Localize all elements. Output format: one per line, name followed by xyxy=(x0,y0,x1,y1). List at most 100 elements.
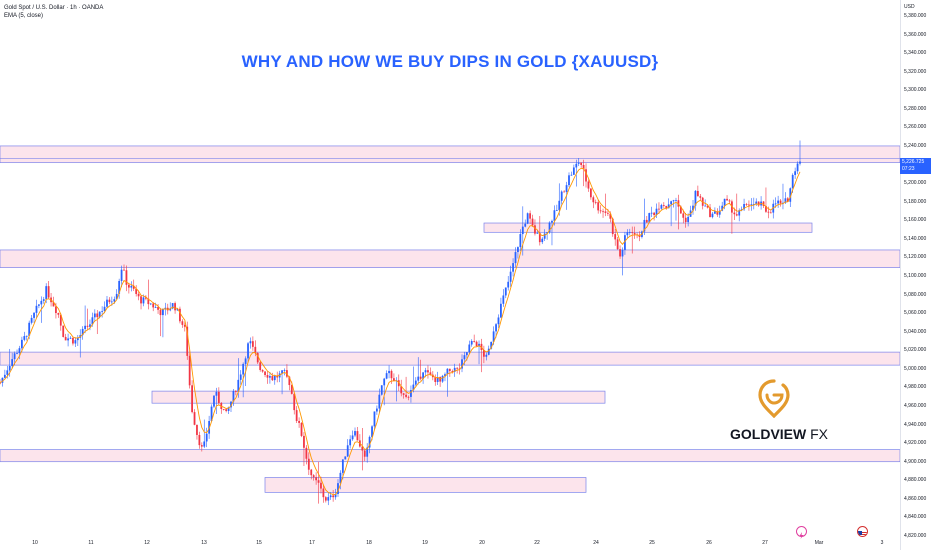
price-tick-label: 5,020.000 xyxy=(904,347,927,354)
candle-body xyxy=(307,458,310,470)
candle-body xyxy=(546,232,549,234)
price-tick-label: 4,920.000 xyxy=(904,440,927,447)
candle-body xyxy=(607,212,609,214)
candle-body xyxy=(611,218,614,235)
candle-body xyxy=(565,185,568,192)
price-tick-label: 4,980.000 xyxy=(904,384,927,391)
time-tick-label: 15 xyxy=(256,540,262,546)
candle-body xyxy=(419,376,422,379)
candle-body xyxy=(589,188,592,198)
candle-body xyxy=(329,495,332,498)
candle-body xyxy=(30,317,33,323)
candle-body xyxy=(448,368,451,372)
candle-body xyxy=(580,162,583,165)
candle-body xyxy=(69,337,72,339)
support-resistance-zones xyxy=(0,145,900,493)
candle-body xyxy=(57,313,60,315)
candle-body xyxy=(755,201,758,205)
candle-body xyxy=(456,367,459,369)
candle-body xyxy=(101,311,104,312)
candle-body xyxy=(45,286,48,300)
candle-body xyxy=(711,213,714,218)
candle-body xyxy=(796,163,799,172)
candle-body xyxy=(594,202,597,204)
candle-body xyxy=(200,445,203,447)
candle-body xyxy=(13,353,16,360)
candle-body xyxy=(468,344,471,353)
candle-body xyxy=(733,212,736,215)
candle-body xyxy=(366,447,369,457)
candle-body xyxy=(113,299,116,302)
candle-body xyxy=(597,202,600,211)
candle-body xyxy=(47,286,50,298)
candle-body xyxy=(234,390,237,392)
candle-body xyxy=(502,295,505,304)
price-axis[interactable]: USD 5,380.000 5,360.000 5,340.000 5,320.000… xyxy=(900,0,932,550)
price-tick-label: 5,280.000 xyxy=(904,105,927,112)
candle-body xyxy=(558,200,561,211)
candle-body xyxy=(524,223,527,227)
candle-body xyxy=(650,212,653,214)
candle-body xyxy=(249,341,252,344)
candle-body xyxy=(159,309,162,316)
candle-body xyxy=(390,370,393,379)
candle-body xyxy=(517,247,519,253)
candle-body xyxy=(157,307,159,310)
candle-body xyxy=(738,210,741,216)
price-tick-label: 5,040.000 xyxy=(904,328,927,335)
price-tick-label: 5,240.000 xyxy=(904,142,927,149)
candle-body xyxy=(144,297,147,299)
candle-body xyxy=(341,459,344,473)
candle-body xyxy=(225,409,228,411)
candle-body xyxy=(728,200,731,202)
candle-body xyxy=(337,483,339,494)
candle-body xyxy=(373,411,376,427)
indicator-legend[interactable]: EMA (5, close) xyxy=(4,13,44,19)
candle-body xyxy=(283,370,286,371)
candle-body xyxy=(52,302,55,307)
candle-body xyxy=(276,375,279,378)
lightning-event-icon[interactable] xyxy=(796,526,807,539)
candle-body xyxy=(64,336,67,341)
candle-body xyxy=(653,212,656,216)
candle-body xyxy=(410,389,412,397)
candle-body xyxy=(643,219,646,232)
candle-body xyxy=(96,313,99,318)
candle-body xyxy=(490,341,493,349)
price-tick-label: 5,100.000 xyxy=(904,272,927,279)
candle-body xyxy=(405,394,407,397)
candle-body xyxy=(451,371,454,372)
candle-body xyxy=(203,441,206,447)
candle-body xyxy=(497,317,500,325)
candle-body xyxy=(137,293,140,297)
symbol-legend[interactable]: Gold Spot / U.S. Dollar · 1h · OANDA xyxy=(4,5,104,11)
candle-body xyxy=(762,201,765,206)
candle-body xyxy=(266,375,269,378)
candle-body xyxy=(35,305,38,313)
candle-body xyxy=(152,303,155,308)
candle-body xyxy=(363,450,366,457)
candle-body xyxy=(20,339,23,349)
candle-body xyxy=(696,190,699,197)
candle-body xyxy=(400,386,403,394)
us-flag-event-icon[interactable] xyxy=(857,526,868,537)
candle-body xyxy=(217,391,220,403)
candle-body xyxy=(239,374,242,380)
candle-body xyxy=(115,293,118,300)
candle-body xyxy=(648,213,651,223)
candle-body xyxy=(322,488,325,498)
candle-body xyxy=(86,325,89,327)
candle-body xyxy=(721,205,724,211)
price-chart[interactable] xyxy=(0,0,900,550)
candle-body xyxy=(196,424,198,435)
candle-body xyxy=(193,412,196,425)
candle-body xyxy=(261,369,264,372)
candle-body xyxy=(186,326,189,356)
candle-body xyxy=(541,238,544,243)
candle-body xyxy=(555,210,558,211)
price-zone xyxy=(264,477,587,493)
candle-body xyxy=(123,269,125,271)
candle-body xyxy=(290,385,293,394)
goldview-logo-icon xyxy=(758,379,790,418)
